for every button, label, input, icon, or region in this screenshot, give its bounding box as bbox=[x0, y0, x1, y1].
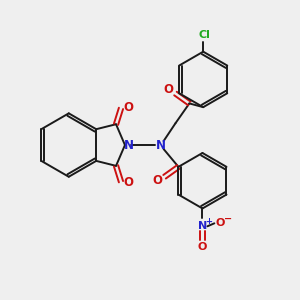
Text: O: O bbox=[123, 101, 133, 114]
Text: N: N bbox=[156, 139, 166, 152]
Text: Cl: Cl bbox=[198, 30, 210, 40]
Text: +: + bbox=[205, 217, 212, 226]
Text: O: O bbox=[198, 242, 207, 252]
Text: O: O bbox=[216, 218, 225, 228]
Text: N: N bbox=[198, 221, 207, 231]
Text: −: − bbox=[224, 213, 232, 224]
Text: O: O bbox=[123, 176, 133, 189]
Text: N: N bbox=[124, 139, 134, 152]
Text: O: O bbox=[153, 174, 163, 187]
Text: O: O bbox=[164, 83, 173, 96]
